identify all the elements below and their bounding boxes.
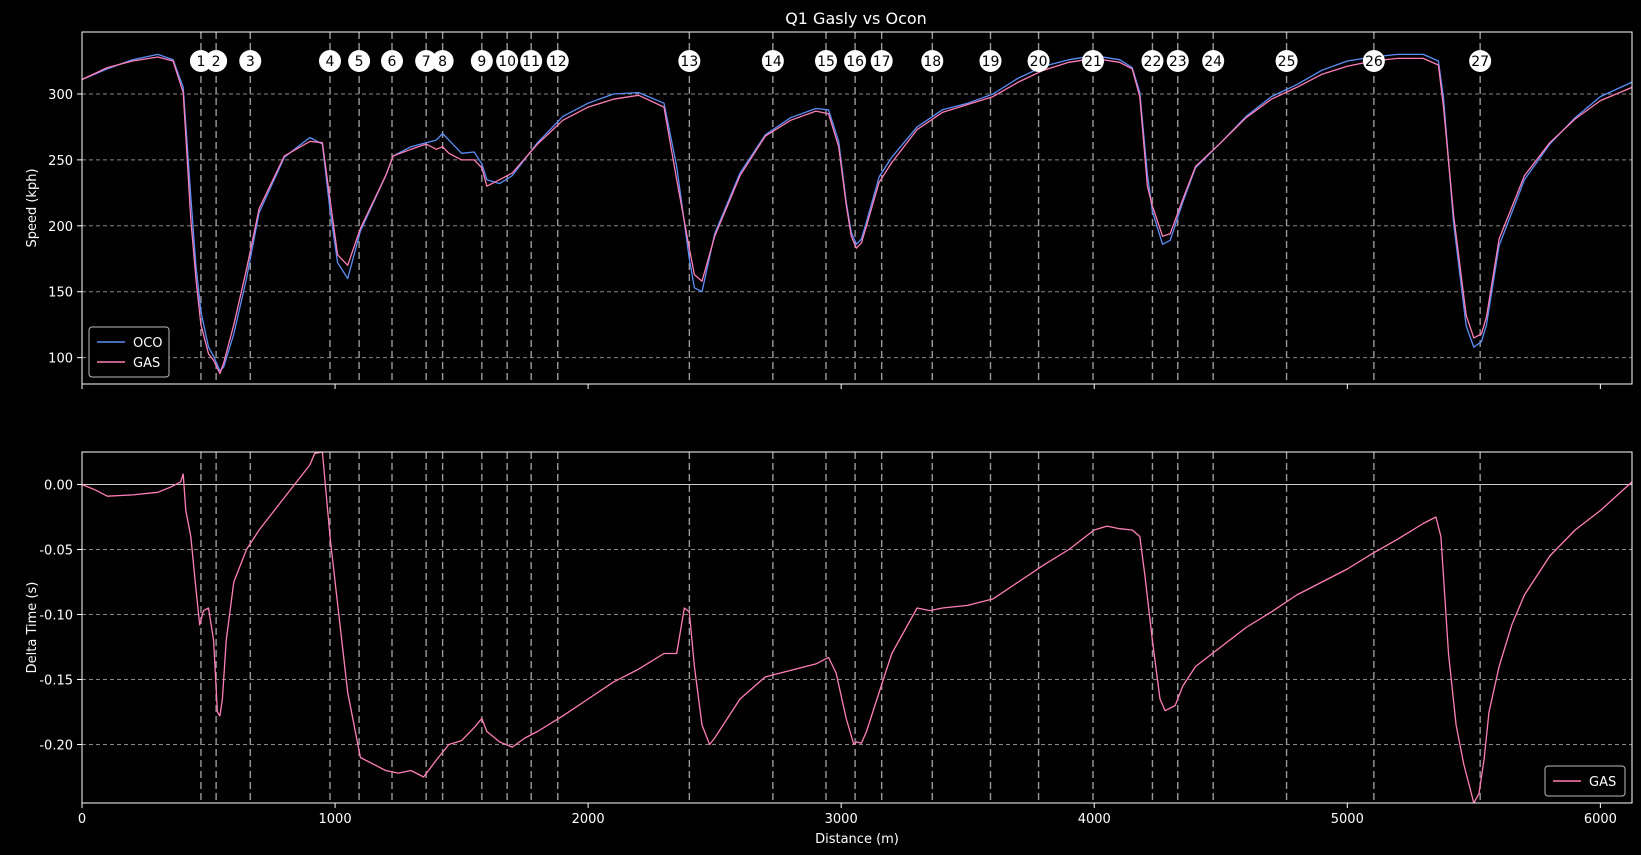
corner-label: 5 [355, 54, 364, 70]
y-tick-label: -0.15 [39, 674, 73, 689]
corner-label: 27 [1471, 54, 1489, 70]
corner-label: 11 [522, 54, 540, 70]
y-tick-label: 100 [48, 352, 73, 367]
legend-label-gas: GAS [133, 356, 160, 371]
legend-label-gas: GAS [1589, 775, 1616, 790]
corner-label: 23 [1169, 54, 1187, 70]
legend-box [1544, 765, 1626, 797]
corner-label: 16 [846, 54, 864, 70]
corner-label: 18 [923, 54, 941, 70]
corner-marker [844, 50, 867, 72]
corner-marker [1027, 50, 1050, 72]
corner-marker [520, 50, 543, 72]
delta-panel: 0.00 -0.05 -0.10 -0.15 -0.20 0 1000 2000 3000 400… [25, 451, 1633, 847]
corner-label: 9 [477, 54, 486, 70]
corner-label: 15 [817, 54, 835, 70]
corner-label: 4 [326, 54, 335, 70]
corner-label: 22 [1144, 54, 1162, 70]
corner-label: 8 [438, 54, 447, 70]
corner-marker [678, 50, 701, 72]
chart-title: Q1 Gasly vs Ocon [785, 9, 927, 28]
corner-marker [431, 50, 454, 72]
corner-marker [496, 50, 519, 72]
legend: GAS [1544, 765, 1626, 797]
corner-marker [415, 50, 438, 72]
y-tick-label: -0.10 [39, 609, 73, 624]
legend-box [88, 326, 170, 378]
corner-marker [1141, 50, 1164, 72]
axes-frame [81, 31, 1633, 385]
corner-marker [1202, 50, 1225, 72]
corner-marker [921, 50, 944, 72]
x-tick-label: 2000 [572, 812, 605, 827]
corner-marker [239, 50, 262, 72]
corner-marker [979, 50, 1002, 72]
corner-marker [348, 50, 371, 72]
y-tick-label: 200 [48, 220, 73, 235]
corner-label: 7 [422, 54, 431, 70]
x-axis-label: Distance (m) [815, 832, 899, 847]
corner-label: 2 [212, 54, 221, 70]
corner-marker [381, 50, 403, 72]
corner-label: 10 [498, 54, 516, 70]
corner-marker [189, 50, 212, 72]
corner-label: 14 [764, 54, 782, 70]
corner-label: 20 [1030, 54, 1048, 70]
corner-label: 6 [388, 54, 397, 70]
x-tick-label: 6000 [1584, 812, 1617, 827]
corner-marker [1166, 50, 1189, 72]
corner-marker [1275, 50, 1298, 72]
axes-frame [81, 451, 1633, 804]
corner-label: 24 [1204, 54, 1222, 70]
corner-label: 19 [982, 54, 1000, 70]
legend: OCO GAS [88, 326, 170, 378]
corner-marker [761, 50, 784, 72]
series-line-gas [82, 56, 1632, 375]
corner-label: 21 [1084, 54, 1102, 70]
corner-label: 25 [1278, 54, 1296, 70]
series-line-gas [82, 452, 1632, 803]
x-tick-label: 5000 [1331, 812, 1364, 827]
y-tick-label: 0.00 [44, 479, 73, 494]
y-tick-label: -0.05 [39, 544, 73, 559]
y-tick-label: 300 [48, 88, 73, 103]
corner-marker [319, 50, 341, 72]
corner-marker [205, 50, 228, 72]
corner-marker [546, 50, 569, 72]
corner-label: 12 [549, 54, 567, 70]
y-axis-label: Delta Time (s) [25, 582, 40, 674]
corner-marker [1362, 50, 1385, 72]
corner-marker [870, 50, 893, 72]
corner-label: 26 [1365, 54, 1383, 70]
y-tick-label: 250 [48, 154, 73, 169]
corner-label: 3 [246, 54, 255, 70]
legend-label-oco: OCO [133, 336, 163, 351]
x-tick-label: 3000 [825, 812, 858, 827]
y-axis-label: Speed (kph) [25, 168, 40, 247]
y-tick-label: -0.20 [39, 739, 73, 754]
corner-label: 1 [196, 54, 205, 70]
corner-label: 13 [680, 54, 698, 70]
y-tick-label: 150 [48, 286, 73, 301]
corner-marker [1081, 50, 1104, 72]
series-group [82, 53, 1632, 375]
corner-marker [470, 50, 493, 72]
series-group [82, 452, 1632, 803]
speed-panel: 1 2 3 4 5 6 7 8 9 10 11 12 13 14 15 16 17 18 19 20 21 22 23 24 2… [25, 31, 1633, 389]
corner-marker [815, 50, 837, 72]
x-tick-label: 1000 [319, 812, 352, 827]
corner-label: 17 [873, 54, 891, 70]
corner-marker [1469, 50, 1492, 72]
x-tick-label: 4000 [1078, 812, 1111, 827]
x-tick-label: 0 [78, 812, 86, 827]
